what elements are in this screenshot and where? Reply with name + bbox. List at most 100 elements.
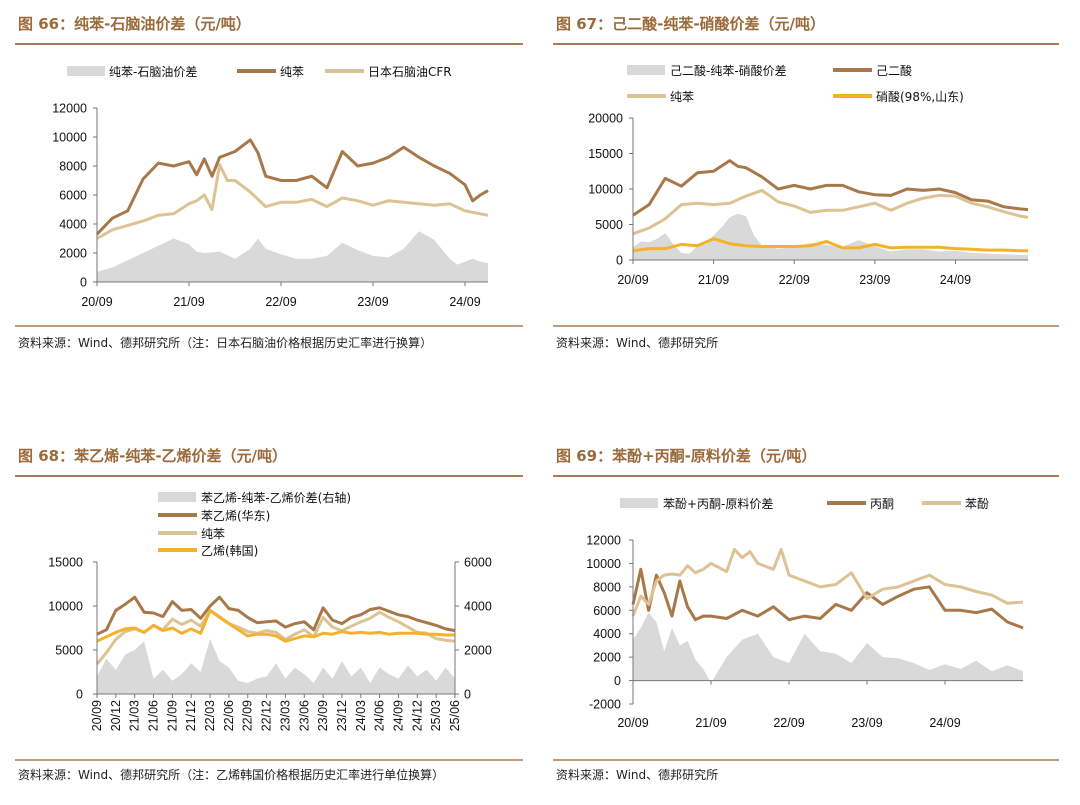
- legend-label-benzene: 纯苯: [670, 90, 694, 104]
- legend-label-spread: 苯酚+丙酮-原料价差: [663, 497, 773, 511]
- x-tick-label: 25/06: [448, 700, 462, 731]
- x-tick-label: 22/09: [773, 716, 804, 730]
- y-tick-label: 4000: [593, 627, 621, 641]
- legend: 苯酚+丙酮-原料价差 丙酮 苯酚: [620, 497, 989, 511]
- y-tick-label: 12000: [586, 534, 621, 548]
- x-tick-label: 22/09: [265, 295, 296, 309]
- x-tick-label: 22/09: [241, 700, 255, 731]
- x-tick-label: 24/03: [354, 700, 368, 731]
- legend-label-styrene: 苯乙烯(华东): [201, 509, 270, 523]
- x-tick-label: 24/12: [410, 700, 424, 731]
- series-line-series: [631, 547, 1024, 617]
- legend-label-phenol: 苯酚: [965, 497, 989, 511]
- chart-title: 图 68：苯乙烯-纯苯-乙烯价差（元/吨）: [18, 447, 287, 465]
- series-line-series: [632, 188, 1029, 236]
- legend-swatch-spread: [620, 498, 658, 508]
- x-tick-label: 24/09: [929, 716, 960, 730]
- y-tick-label: 0: [614, 674, 621, 688]
- series-area-spread: [97, 639, 455, 694]
- x-tick-label: 20/09: [90, 700, 104, 731]
- panel-chart-68: 图 68：苯乙烯-纯苯-乙烯价差（元/吨） 苯乙烯-纯苯-乙烯价差(右轴) 苯乙…: [15, 447, 523, 782]
- x-tick-label: 21/09: [173, 295, 204, 309]
- y2-tick-label: 6000: [464, 556, 492, 570]
- x-tick-label: 21/03: [128, 700, 142, 731]
- x-tick-label: 24/06: [373, 700, 387, 731]
- x-tick-label: 24/09: [940, 273, 971, 287]
- series-line-series: [632, 237, 1028, 253]
- y-tick-label: -2000: [589, 698, 621, 712]
- series-line-series: [96, 608, 455, 643]
- y-tick-label: 0: [76, 688, 83, 702]
- y2-tick-label: 2000: [464, 644, 492, 658]
- y-tick-label: 6000: [59, 189, 87, 203]
- panel-chart-69: 图 69：苯酚+丙酮-原料价差（元/吨） 苯酚+丙酮-原料价差 丙酮 苯酚 -2…: [553, 447, 1059, 782]
- x-tick-label: 25/03: [429, 700, 443, 731]
- y-tick-label: 5000: [595, 218, 623, 232]
- y2-tick-label: 0: [464, 688, 471, 702]
- source-note: 资料来源：Wind、德邦研究所: [556, 767, 718, 782]
- plot-area: 0 2000 4000 6000 8000 10000 12000 20/09 21/09 22/…: [52, 102, 489, 309]
- legend-label-spread: 纯苯-石脑油价差: [109, 65, 197, 79]
- x-tick-label: 20/09: [617, 716, 648, 730]
- y-tick-label: 6000: [593, 604, 621, 618]
- x-tick-label: 23/09: [859, 273, 890, 287]
- plot-area: 0 5000 10000 15000 20000 20/09 21/09 22/09 23/09…: [588, 112, 1029, 287]
- chart-title: 图 69：苯酚+丙酮-原料价差（元/吨）: [556, 447, 816, 465]
- series-area-spread: [97, 231, 488, 282]
- series-line-series: [631, 567, 1024, 630]
- plot-area: 0 5000 10000 15000 0 2000 4000 6000 20/09 20/12 21…: [48, 556, 492, 732]
- legend-label-spread: 苯乙烯-纯苯-乙烯价差(右轴): [201, 490, 351, 505]
- series-line-series: [96, 595, 456, 636]
- y-tick-label: 10000: [52, 131, 87, 145]
- x-tick-label: 23/03: [278, 700, 292, 731]
- y-tick-label: 8000: [593, 580, 621, 594]
- plot-area: -2000 0 2000 4000 6000 8000 10000 12000 20/09 21/…: [586, 534, 1024, 730]
- panel-chart-67: 图 67：己二酸-纯苯-硝酸价差（元/吨） 己二酸-纯苯-硝酸价差 己二酸 纯苯…: [553, 15, 1059, 350]
- y-tick-label: 12000: [52, 102, 87, 116]
- x-tick-label: 20/09: [617, 273, 648, 287]
- y-tick-label: 0: [80, 276, 87, 290]
- y-tick-label: 4000: [59, 218, 87, 232]
- y-tick-label: 2000: [593, 651, 621, 665]
- x-tick-label: 24/09: [449, 295, 480, 309]
- panel-chart-66: 图 66：纯苯-石脑油价差（元/吨） 纯苯-石脑油价差 纯苯 日本石脑油CFR …: [15, 15, 523, 350]
- legend: 己二酸-纯苯-硝酸价差 己二酸 纯苯 硝酸(98%,山东): [627, 63, 964, 104]
- x-tick-label: 22/03: [203, 700, 217, 731]
- source-note: 资料来源：Wind、德邦研究所（注：乙烯韩国价格根据历史汇率进行单位换算）: [18, 767, 444, 782]
- legend-label-acetone: 丙酮: [870, 497, 894, 511]
- x-tick-label: 23/09: [316, 700, 330, 731]
- x-tick-label: 21/09: [165, 700, 179, 731]
- y2-tick-label: 4000: [464, 600, 492, 614]
- source-note: 资料来源：Wind、德邦研究所: [556, 335, 718, 350]
- y-tick-label: 5000: [55, 644, 83, 658]
- legend: 纯苯-石脑油价差 纯苯 日本石脑油CFR: [67, 65, 452, 79]
- x-tick-label: 21/09: [698, 273, 729, 287]
- y-tick-label: 0: [616, 254, 623, 268]
- source-note: 资料来源：Wind、德邦研究所（注：日本石脑油价格根据历史汇率进行换算）: [18, 335, 432, 350]
- legend-label-benzene: 纯苯: [280, 65, 304, 79]
- legend-swatch-spread: [627, 65, 665, 75]
- legend-swatch-spread: [67, 66, 105, 76]
- series-area-spread: [633, 213, 1028, 260]
- legend-label-nitric: 硝酸(98%,山东): [876, 89, 964, 104]
- y-tick-label: 10000: [586, 557, 621, 571]
- x-tick-label: 22/06: [222, 700, 236, 731]
- x-tick-label: 23/12: [335, 700, 349, 731]
- x-tick-label: 21/12: [184, 700, 198, 731]
- series-area-spread: [633, 612, 1023, 683]
- series-line-series: [95, 138, 489, 236]
- x-tick-label: 24/09: [392, 700, 406, 731]
- legend-label-spread: 己二酸-纯苯-硝酸价差: [670, 63, 787, 78]
- legend-label-ethylene: 乙烯(韩国): [201, 543, 258, 558]
- y-tick-label: 10000: [588, 183, 623, 197]
- x-tick-label: 21/09: [695, 716, 726, 730]
- x-tick-label: 20/09: [81, 295, 112, 309]
- y-tick-label: 10000: [48, 600, 83, 614]
- series-line-series: [96, 163, 489, 240]
- chart-title: 图 67：己二酸-纯苯-硝酸价差（元/吨）: [556, 15, 825, 33]
- y-tick-label: 20000: [588, 112, 623, 126]
- x-tick-label: 23/06: [297, 700, 311, 731]
- x-tick-label: 22/12: [260, 700, 274, 731]
- y-tick-label: 15000: [588, 147, 623, 161]
